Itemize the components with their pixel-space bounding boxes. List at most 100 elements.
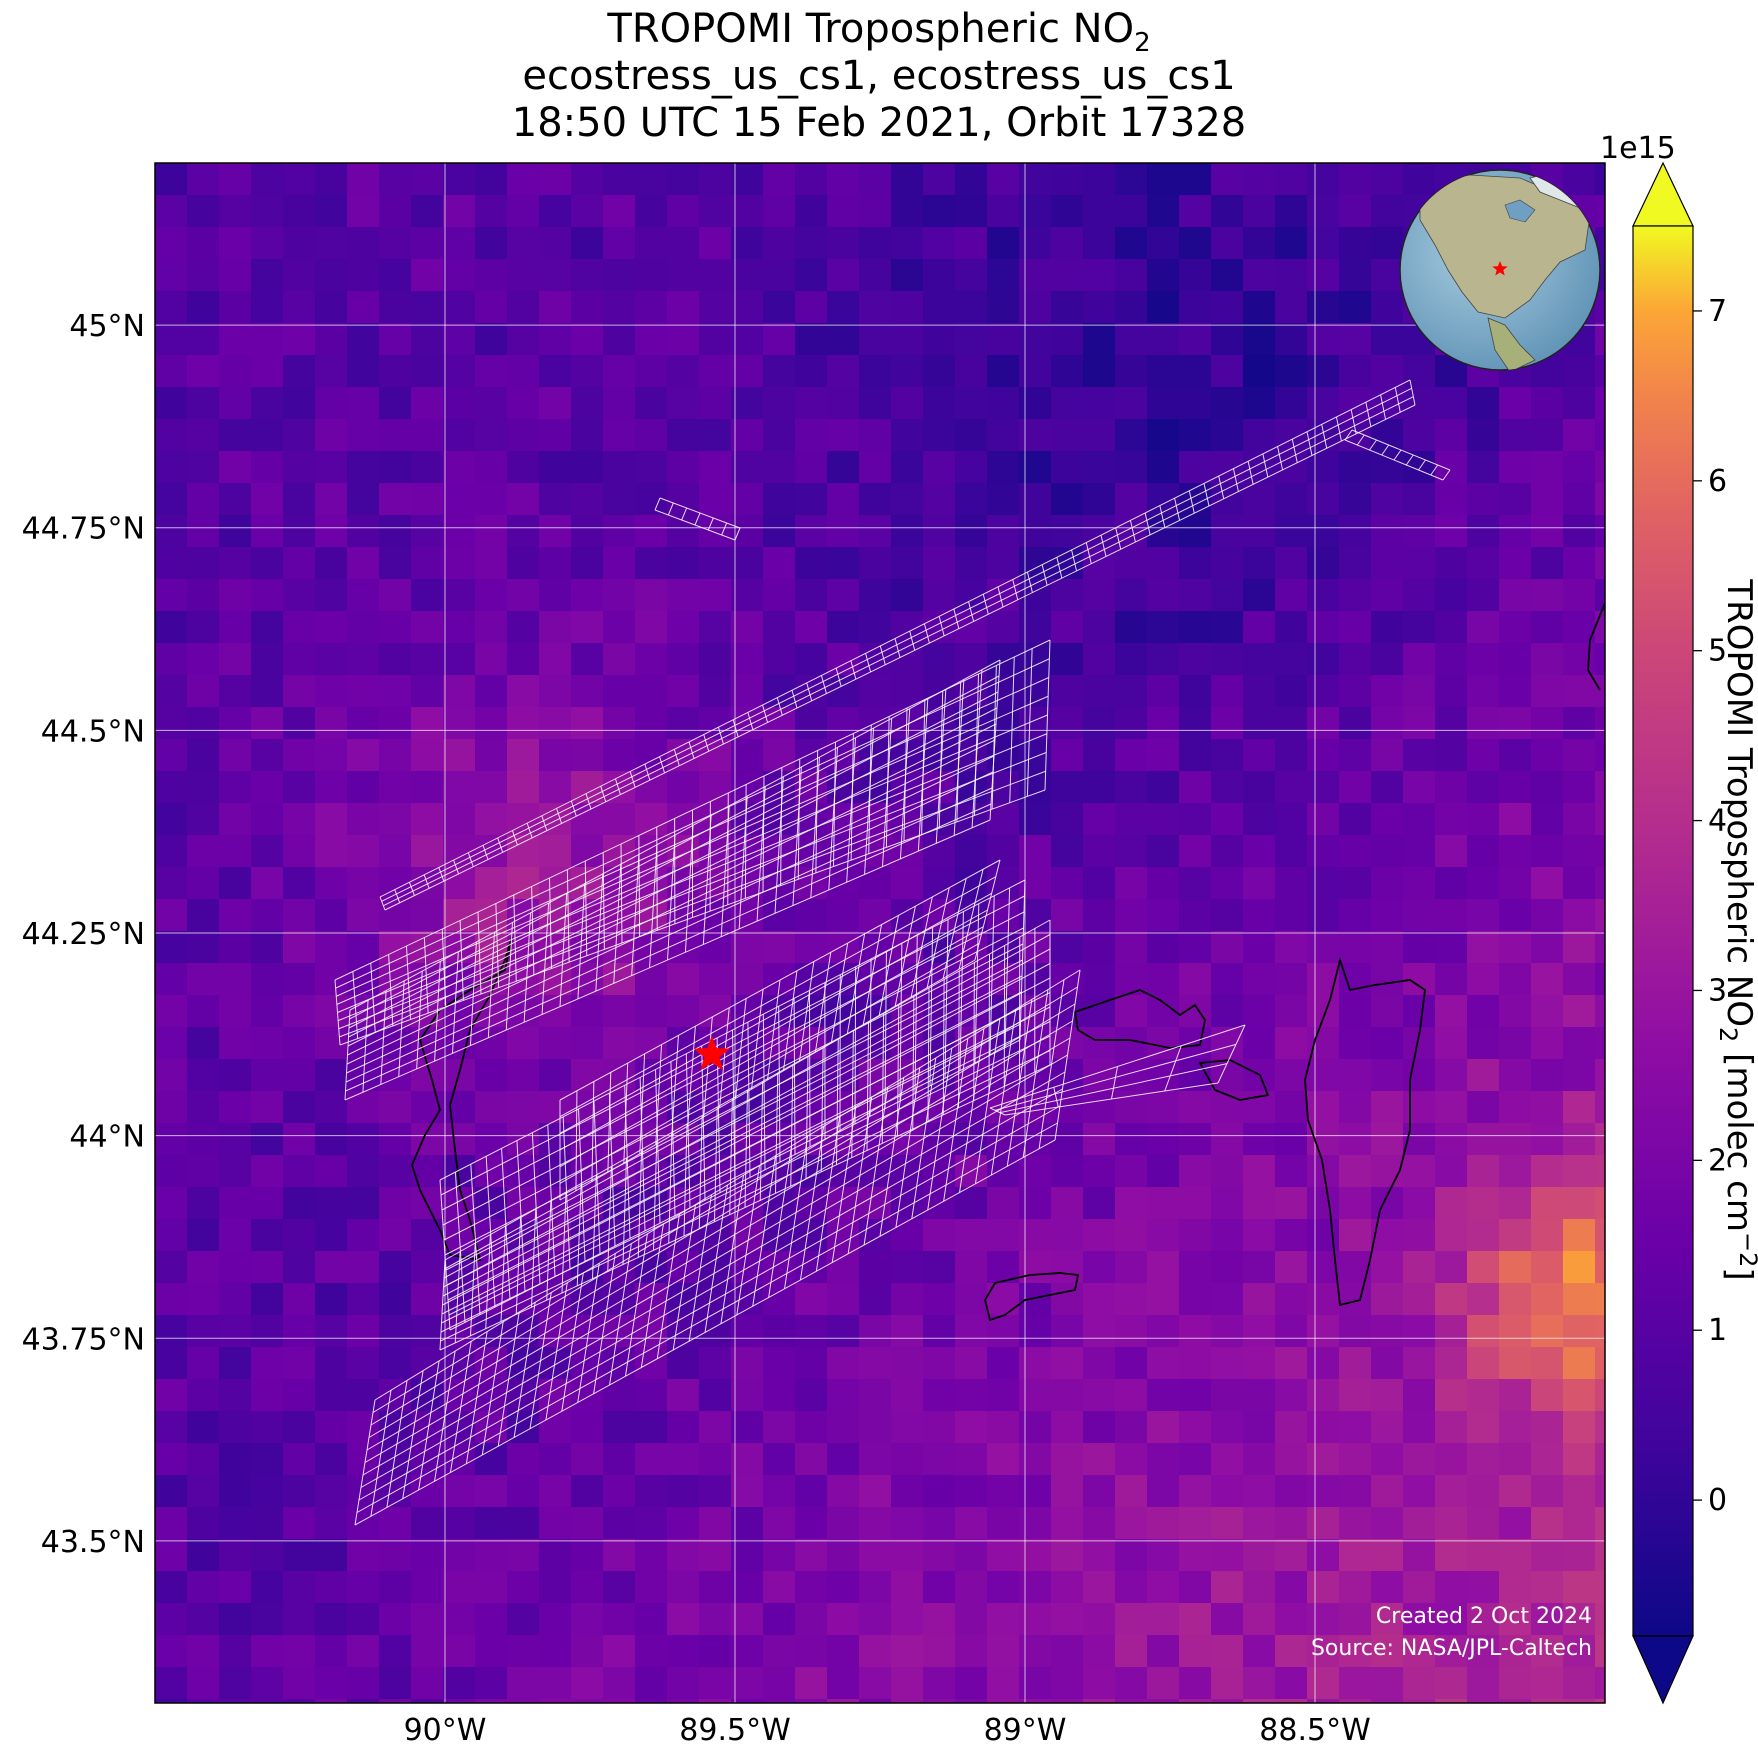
no2-pixel xyxy=(187,1219,220,1252)
no2-pixel xyxy=(1563,1443,1596,1476)
no2-pixel xyxy=(667,1635,700,1668)
no2-pixel xyxy=(443,1571,476,1604)
no2-pixel xyxy=(603,1411,636,1444)
no2-pixel xyxy=(187,611,220,644)
no2-pixel xyxy=(155,483,188,516)
no2-pixel xyxy=(667,675,700,708)
map-area[interactable]: Created 2 Oct 2024 Source: NASA/JPL-Calt… xyxy=(155,163,1628,1732)
no2-pixel xyxy=(1339,611,1372,644)
no2-pixel xyxy=(219,1251,252,1284)
no2-pixel xyxy=(1371,1379,1404,1412)
no2-pixel xyxy=(827,1603,860,1636)
no2-pixel xyxy=(1019,1187,1052,1220)
footprint-gridline xyxy=(776,697,783,716)
no2-pixel xyxy=(1147,1091,1180,1124)
no2-pixel xyxy=(1115,195,1148,228)
footprint-gridline xyxy=(372,986,1078,1413)
no2-pixel xyxy=(315,707,348,740)
no2-pixel xyxy=(1275,1603,1308,1636)
no2-pixel xyxy=(1147,163,1180,196)
no2-pixel xyxy=(1467,1635,1500,1668)
site-marker[interactable] xyxy=(693,1035,730,1070)
footprint-gridline xyxy=(346,771,994,1074)
no2-pixel xyxy=(315,547,348,580)
no2-pixel xyxy=(699,451,732,484)
footprint-gridline xyxy=(1247,461,1254,485)
no2-pixel xyxy=(315,1283,348,1316)
no2-pixel xyxy=(1115,1315,1148,1348)
footprint-gridline xyxy=(791,690,798,709)
no2-pixel xyxy=(1147,675,1180,708)
no2-pixel xyxy=(859,1603,892,1636)
no2-pixel xyxy=(1403,1187,1436,1220)
no2-pixel xyxy=(667,419,700,452)
no2-pixel xyxy=(1467,611,1500,644)
no2-pixel xyxy=(315,1603,348,1636)
no2-pixel xyxy=(923,1155,956,1188)
no2-pixel xyxy=(1179,195,1212,228)
no2-pixel xyxy=(859,867,892,900)
no2-pixel xyxy=(955,803,988,836)
no2-pixel xyxy=(731,355,764,388)
no2-pixel xyxy=(891,259,924,292)
no2-pixel xyxy=(219,1315,252,1348)
no2-pixel xyxy=(1051,579,1084,612)
no2-pixel xyxy=(1051,1219,1084,1252)
no2-pixel xyxy=(795,419,828,452)
no2-pixel xyxy=(1275,1187,1308,1220)
no2-pixel xyxy=(1467,1315,1500,1348)
no2-pixel xyxy=(283,1155,316,1188)
no2-pixel xyxy=(731,739,764,772)
no2-pixel xyxy=(1211,291,1244,324)
no2-pixel xyxy=(219,931,252,964)
no2-pixel xyxy=(1115,483,1148,516)
no2-pixel xyxy=(1051,739,1084,772)
footprint-gridline xyxy=(559,926,984,1168)
no2-pixel xyxy=(539,1251,572,1284)
no2-pixel xyxy=(923,1635,956,1668)
no2-pixel xyxy=(1211,547,1244,580)
no2-pixel xyxy=(1083,899,1116,932)
no2-pixel xyxy=(1403,451,1436,484)
no2-pixel xyxy=(475,1539,508,1572)
no2-pixel xyxy=(1339,323,1372,356)
no2-pixel xyxy=(923,1699,956,1703)
no2-pixel xyxy=(411,323,444,356)
no2-pixel xyxy=(187,1091,220,1124)
footprint-gridline xyxy=(1380,394,1387,420)
no2-pixel xyxy=(1115,1283,1148,1316)
no2-pixel xyxy=(347,515,380,548)
no2-pixel xyxy=(1435,1187,1468,1220)
no2-pixel xyxy=(347,163,380,196)
no2-pixel xyxy=(1595,419,1605,452)
no2-pixel xyxy=(1147,1123,1180,1156)
no2-pixel xyxy=(283,835,316,868)
no2-pixel xyxy=(1563,771,1596,804)
no2-pixel xyxy=(1339,1251,1372,1284)
no2-pixel xyxy=(1531,1443,1564,1476)
no2-pixel xyxy=(1563,163,1596,196)
no2-pixel xyxy=(347,899,380,932)
no2-pixel xyxy=(1243,1571,1276,1604)
no2-pixel xyxy=(1499,835,1532,868)
no2-pixel xyxy=(347,387,380,420)
no2-pixel xyxy=(731,1635,764,1668)
no2-pixel xyxy=(1211,1123,1244,1156)
no2-pixel xyxy=(731,259,764,292)
no2-pixel xyxy=(955,515,988,548)
no2-pixel xyxy=(1179,899,1212,932)
no2-pixel xyxy=(923,867,956,900)
no2-pixel xyxy=(539,227,572,260)
no2-pixel xyxy=(1403,387,1436,420)
no2-pixel xyxy=(1243,1187,1276,1220)
no2-pixel xyxy=(603,739,636,772)
no2-pixel xyxy=(571,995,604,1028)
no2-pixel xyxy=(923,1347,956,1380)
no2-pixel xyxy=(1307,195,1340,228)
no2-pixel xyxy=(507,419,540,452)
no2-pixel xyxy=(283,195,316,228)
no2-pixel xyxy=(475,547,508,580)
footprint-gridline xyxy=(559,909,988,1151)
no2-pixel xyxy=(1147,1315,1180,1348)
no2-pixel xyxy=(155,1059,188,1092)
